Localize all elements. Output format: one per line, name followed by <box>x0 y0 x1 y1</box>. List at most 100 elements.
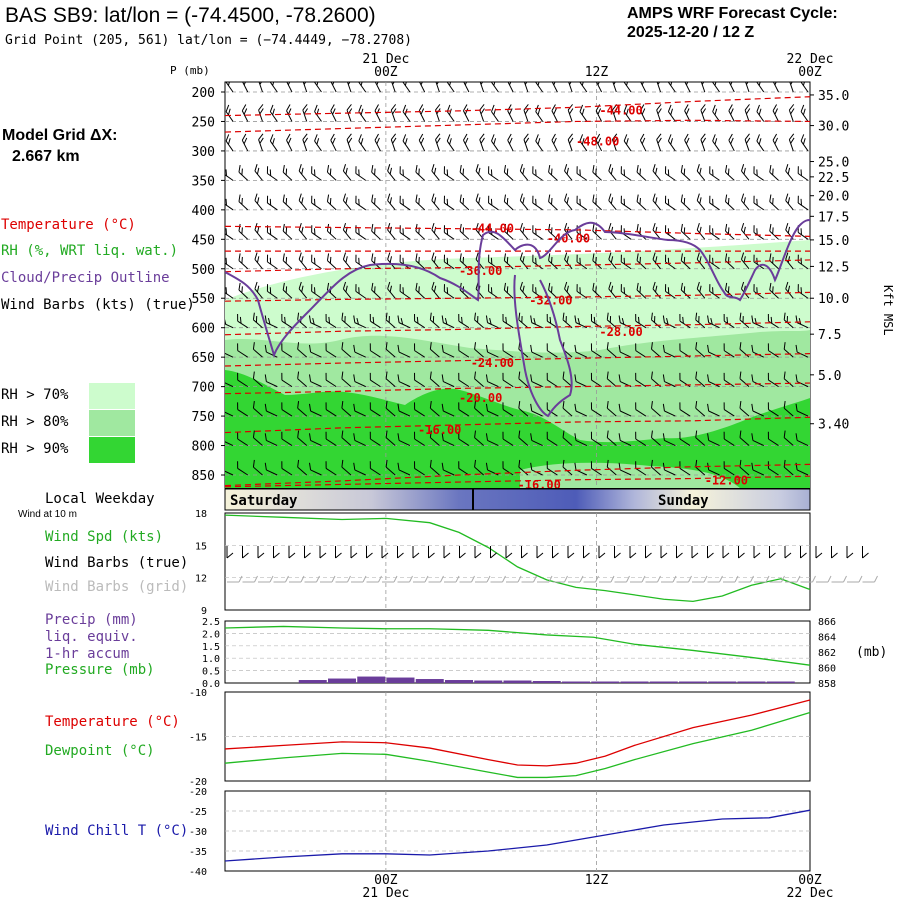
wind-barb-flag <box>551 256 553 264</box>
wind-barb-flag <box>399 195 401 203</box>
wind-barb <box>414 343 425 358</box>
wind-barb-staff <box>519 229 529 240</box>
grid-wind-barb <box>242 575 258 583</box>
wind-barb-staff <box>237 409 249 417</box>
wind-barb-flag <box>356 317 359 325</box>
wind-barb <box>712 82 720 93</box>
wind-barb <box>684 82 691 93</box>
wind-barb <box>620 195 632 211</box>
wind-barb <box>620 166 632 181</box>
wind-barb <box>707 315 720 329</box>
wind-barb-staff <box>325 320 337 329</box>
wind-barb-flag <box>579 257 581 265</box>
wind-barb-flag <box>679 343 681 351</box>
wind-barb-staff <box>399 290 411 299</box>
legend-rh90-swatch <box>89 437 135 463</box>
wind-barb-flag <box>282 282 285 291</box>
wind-barb-flag <box>788 75 795 81</box>
wind-barb-flag <box>477 316 479 323</box>
wind-barb-staff <box>414 379 425 388</box>
wind-barb-staff <box>370 409 381 417</box>
wind-barb <box>548 165 558 181</box>
grid-wind-barb-flag <box>316 575 320 583</box>
wind-barb <box>651 430 661 446</box>
wind-barb-staff <box>415 289 426 299</box>
wind-barb-flag <box>369 431 371 440</box>
wind-barb <box>325 431 337 446</box>
wind-barb-flag <box>739 342 742 350</box>
wind-barb <box>446 134 455 152</box>
wind-barb-staff <box>253 407 263 417</box>
wind-barb-flag <box>783 342 786 350</box>
wind-barb-staff <box>635 409 647 417</box>
wind-barb-flag <box>740 164 745 172</box>
wind-barb <box>225 228 234 240</box>
wind-barb-flag <box>783 312 786 320</box>
wind-barb-flag <box>414 431 416 440</box>
wind-barb <box>225 317 234 329</box>
wind-barb-staff <box>314 82 322 93</box>
wind-barb-flag <box>769 223 772 232</box>
wind-barb-flag <box>252 400 255 409</box>
grid-wind-barb <box>661 575 677 583</box>
wind-barb-flag <box>490 169 493 176</box>
wind-barb-flag <box>751 374 754 382</box>
wind-barb-flag <box>548 165 551 173</box>
wind-barb-flag <box>402 198 404 206</box>
wind-barb <box>371 223 381 240</box>
surface-wind-barb <box>583 546 590 559</box>
wind-barb-staff <box>636 289 647 299</box>
wind-barb-flag <box>502 313 504 322</box>
grid-wind-barb-flag <box>455 575 460 583</box>
wind-barb-flag <box>800 257 802 265</box>
wind-barb-staff <box>796 351 809 358</box>
wind-barb-flag <box>388 316 390 323</box>
wind-barb-staff <box>355 232 366 240</box>
wind-barb <box>562 430 573 446</box>
wind-barb-staff <box>768 468 779 476</box>
wind-barb <box>241 133 249 152</box>
wind-barb-flag <box>385 312 388 320</box>
wind-barb-staff <box>225 290 234 299</box>
surface-wind-barb-flag <box>567 552 575 559</box>
wind-barb-flag <box>662 315 665 323</box>
wind-barb <box>397 433 411 446</box>
wind-barb-flag <box>256 256 260 263</box>
wind-barb <box>238 165 249 181</box>
wind-barb-staff <box>797 202 809 211</box>
wind-barb <box>523 104 530 122</box>
bottom-time-label: 12Z <box>585 873 609 888</box>
wind-barb <box>795 315 809 329</box>
surface-wind-barb-flag <box>226 552 234 559</box>
wind-barb-flag <box>258 133 264 140</box>
wind-barb-flag <box>701 82 707 85</box>
wind-barb-flag <box>371 223 374 232</box>
wind-barb-flag <box>680 165 683 173</box>
wind-barb-flag <box>285 286 288 293</box>
wind-barb-staff <box>346 82 352 93</box>
wind-barb <box>385 459 396 476</box>
wind-barb-flag <box>532 254 534 262</box>
wind-barb-flag <box>800 134 805 142</box>
wind-barb-flag <box>639 197 641 205</box>
wind-barb-staff <box>444 261 455 270</box>
wind-barb-flag <box>723 372 725 381</box>
wind-barb-staff <box>444 232 455 240</box>
wind-barb-flag <box>698 316 700 323</box>
wind-barb-staff <box>325 379 337 388</box>
wind-barb <box>286 82 293 93</box>
wind-barb-flag <box>254 193 258 201</box>
wind-barb-staff <box>488 232 499 240</box>
wind-barb <box>326 194 337 211</box>
wind-barb-staff <box>665 232 676 240</box>
precip-bar <box>357 676 386 683</box>
wind-barb-flag <box>655 285 658 293</box>
wind-barb-flag <box>618 433 621 441</box>
wind-barb-staff <box>298 229 308 240</box>
wind-barb-flag <box>740 281 745 290</box>
wind-barb <box>740 252 750 270</box>
wind-barb-flag <box>593 316 596 324</box>
grid-wind-barb-flag <box>393 575 398 583</box>
wind-barb-flag <box>404 82 408 86</box>
wind-barb-flag <box>787 285 791 293</box>
